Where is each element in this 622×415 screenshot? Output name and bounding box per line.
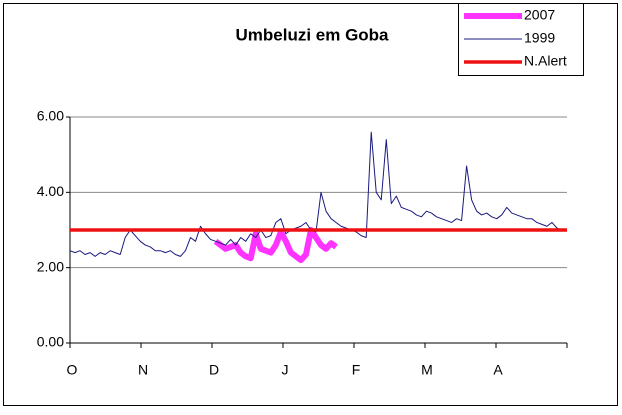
y-tick-label: 0.00 [37,334,64,350]
series-line [69,131,567,257]
x-tick-label: M [421,362,433,378]
y-tick-label: 4.00 [37,183,64,199]
chart-title: Umbeluzi em Goba [235,25,389,44]
y-tick-label: 2.00 [37,258,64,274]
legend-label: N.Alert [524,53,567,69]
x-tick-label: J [282,362,289,378]
x-tick-label: A [493,362,503,378]
legend-label: 2007 [524,7,555,23]
x-tick-label: N [138,362,148,378]
x-tick-label: D [209,362,219,378]
legend-label: 1999 [524,30,555,46]
x-tick-label: F [352,362,361,378]
x-tick-label: O [67,362,78,378]
y-tick-label: 6.00 [37,108,64,124]
